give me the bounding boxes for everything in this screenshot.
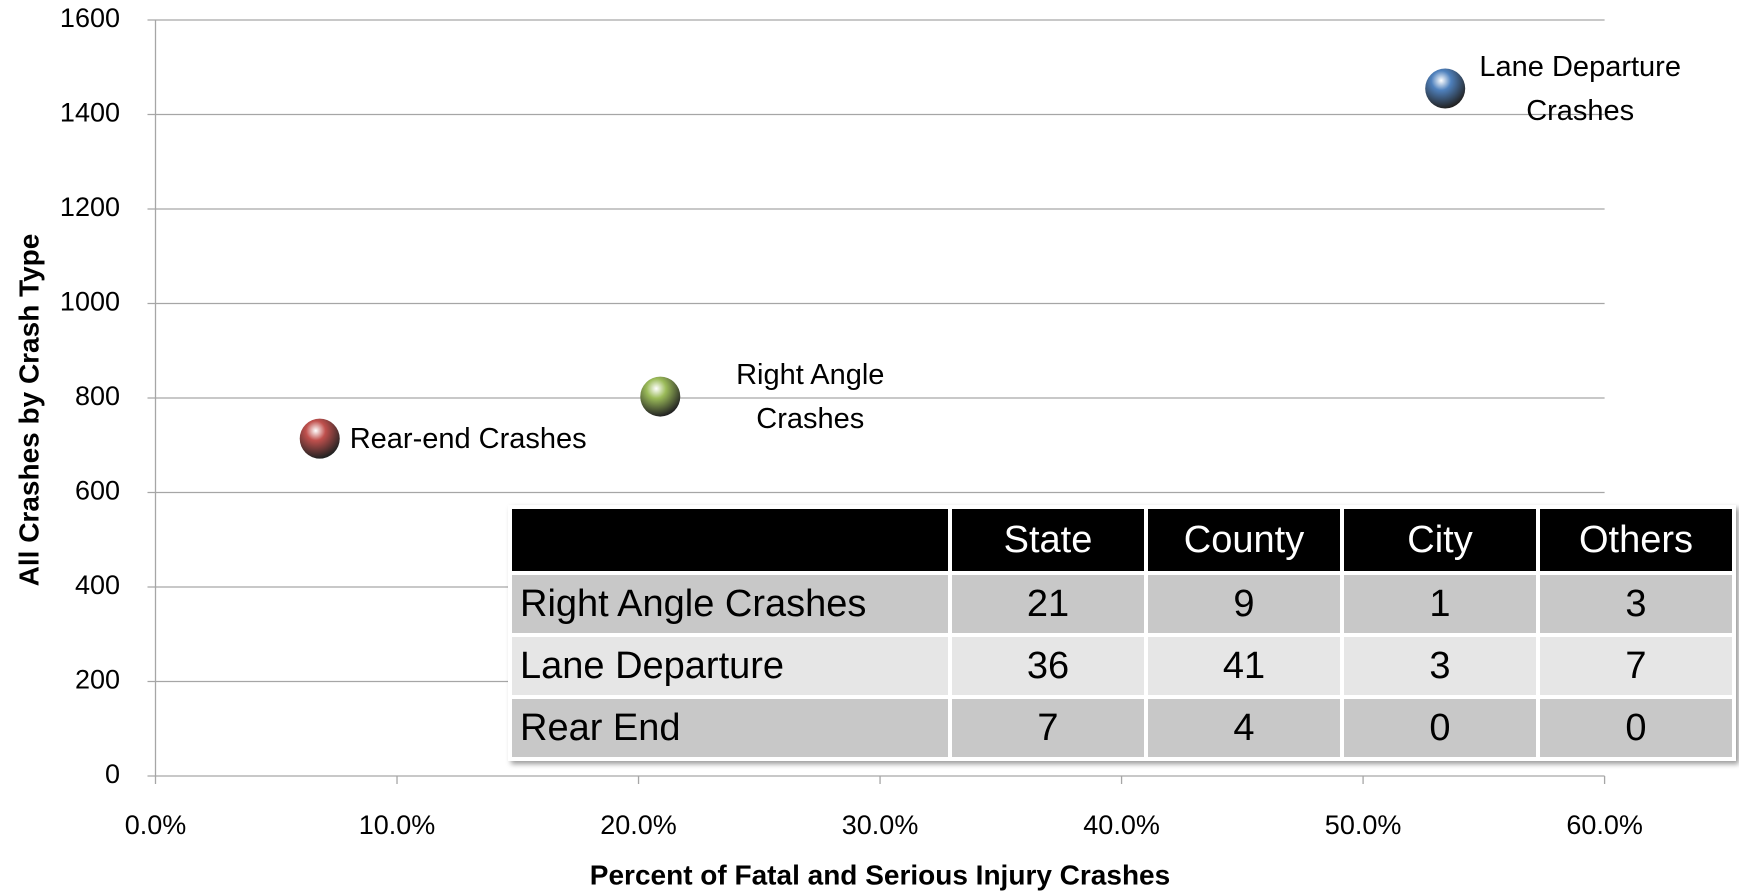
table-cell: 0 bbox=[1536, 695, 1736, 761]
table-row: Rear End 7 4 0 0 bbox=[508, 695, 1736, 761]
x-tick-label: 30.0% bbox=[842, 810, 919, 840]
row-label: Lane Departure bbox=[508, 633, 952, 699]
y-axis-title: All Crashes by Crash Type bbox=[13, 234, 44, 587]
x-tick-label: 20.0% bbox=[600, 810, 677, 840]
table-cell: 7 bbox=[948, 695, 1148, 761]
point bbox=[1425, 68, 1466, 109]
table-cell: 7 bbox=[1536, 633, 1736, 699]
y-tick-label: 400 bbox=[75, 570, 120, 600]
table-cell: 0 bbox=[1340, 695, 1540, 761]
y-tick-label: 200 bbox=[75, 665, 120, 695]
table-cell: 41 bbox=[1144, 633, 1344, 699]
x-tick-label: 40.0% bbox=[1083, 810, 1160, 840]
point-label: Rear-end Crashes bbox=[349, 422, 587, 455]
y-tick-label: 1000 bbox=[60, 287, 120, 317]
header-cell: Others bbox=[1536, 505, 1736, 575]
x-tick-label: 10.0% bbox=[359, 810, 436, 840]
x-tick-label: 0.0% bbox=[125, 810, 187, 840]
y-tick-label: 1600 bbox=[60, 3, 120, 33]
header-cell: City bbox=[1340, 505, 1540, 575]
table-cell: 3 bbox=[1536, 571, 1736, 637]
y-tick-label: 600 bbox=[75, 476, 120, 506]
row-label: Rear End bbox=[508, 695, 952, 761]
x-tick-label: 60.0% bbox=[1566, 810, 1643, 840]
point bbox=[640, 376, 681, 417]
table-row: Right Angle Crashes 21 9 1 3 bbox=[508, 571, 1736, 637]
header-cell: County bbox=[1144, 505, 1344, 575]
y-tick-label: 0 bbox=[105, 759, 120, 789]
table-cell: 3 bbox=[1340, 633, 1540, 699]
table-cell: 36 bbox=[948, 633, 1148, 699]
table-cell: 9 bbox=[1144, 571, 1344, 637]
table-cell: 21 bbox=[948, 571, 1148, 637]
x-axis-title: Percent of Fatal and Serious Injury Cras… bbox=[590, 859, 1170, 890]
header-cell bbox=[508, 505, 952, 575]
y-tick-label: 800 bbox=[75, 381, 120, 411]
point-label: Lane Departure Crashes bbox=[1479, 50, 1681, 127]
x-tick-label: 50.0% bbox=[1325, 810, 1402, 840]
y-tick-label: 1200 bbox=[60, 192, 120, 222]
point-label-box: Rear-end Crashes bbox=[349, 422, 587, 455]
header-cell: State bbox=[948, 505, 1148, 575]
point bbox=[299, 418, 340, 459]
point-label: Right Angle Crashes bbox=[736, 358, 885, 435]
table-row: Lane Departure 36 41 3 7 bbox=[508, 633, 1736, 699]
point-label-box: Lane Departure Crashes bbox=[1479, 50, 1681, 127]
y-tick-label: 1400 bbox=[60, 98, 120, 128]
data-table: State County City Others Right Angle Crashes… bbox=[508, 505, 1736, 761]
table-cell: 1 bbox=[1340, 571, 1540, 637]
row-label: Right Angle Crashes bbox=[508, 571, 952, 637]
header-row: State County City Others bbox=[508, 505, 1736, 575]
table-cell: 4 bbox=[1144, 695, 1344, 761]
point-label-box: Right Angle Crashes bbox=[736, 358, 885, 435]
